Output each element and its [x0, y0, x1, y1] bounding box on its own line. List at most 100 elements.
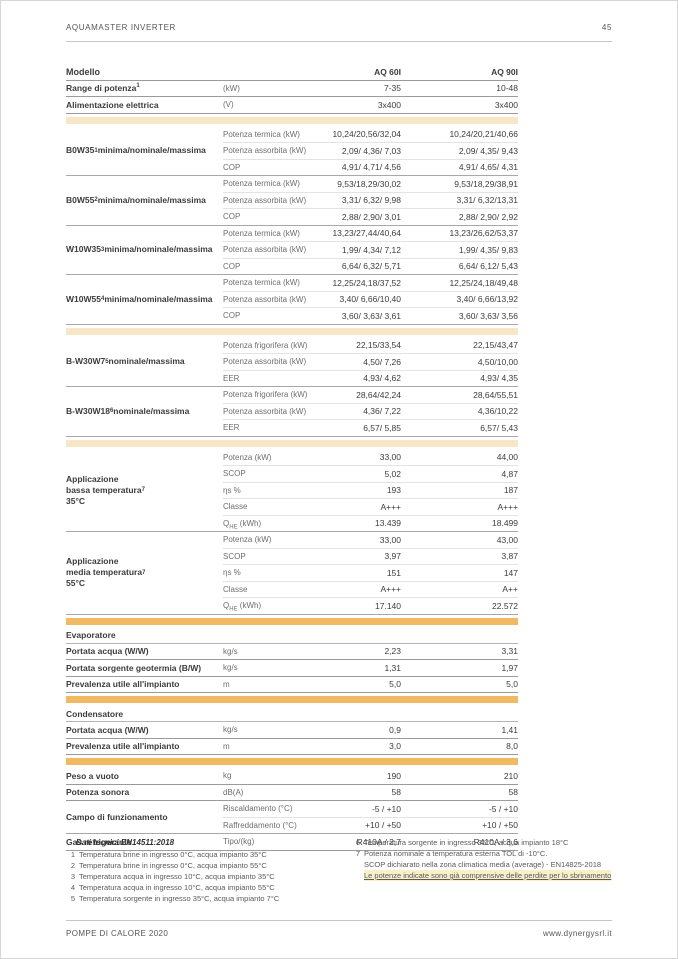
spec-value-aq90i: 147 [503, 567, 518, 578]
footnote-number: 3 [70, 872, 75, 881]
spec-group-label: Applicazione media temperatura 55°C 7 [66, 556, 146, 589]
spec-row-unit: QHE (kWh) [223, 601, 262, 613]
spec-group: Applicazione media temperatura 55°C 7 Poten… [66, 532, 518, 615]
spec-row-unit: kg/s [223, 646, 238, 656]
spec-value-aq90i: AQ 90I [491, 66, 518, 77]
spec-value-aq60i: 10,24/20,56/32,04 [332, 129, 401, 140]
spec-row: Potenza termica (kW) 10,24/20,56/32,04 10,… [223, 127, 518, 143]
spec-row: Riscaldamento (°C) -5 / +10 -5 / +10 [223, 801, 518, 818]
spec-row: Classe A+++ A+++ [223, 499, 518, 516]
spec-value-aq60i: 1,99/ 4,34/ 7,12 [341, 244, 401, 255]
spec-value-aq90i: 3,87 [501, 551, 518, 562]
spec-value-aq90i: 4,50/10,00 [477, 356, 518, 367]
spec-row-unit: m [223, 679, 230, 689]
spec-value-aq60i: 3,31/ 6,32/ 9,98 [341, 195, 401, 206]
spec-group-rows: Potenza (kW) 33,00 43,00 SCOP 3,97 3,87 ηs % 15… [223, 532, 518, 614]
spec-value-aq60i: 2,23 [384, 646, 401, 657]
footnote: SCOP dichiarato nella zona climatica med… [351, 859, 614, 870]
spec-value-aq60i: 7-35 [383, 83, 401, 94]
spec-row: Potenza assorbita (kW) 3,31/ 6,32/ 9,98 3,… [223, 193, 518, 209]
spec-row-unit: Potenza assorbita (kW) [223, 195, 307, 205]
spec-row: COP 3,60/ 3,63/ 3,61 3,60/ 3,63/ 3,56 [223, 308, 518, 324]
spec-value-aq60i: 0,9 [389, 724, 401, 735]
footnote-text: Temperatura acqua in ingresso 10°C, acqu… [79, 872, 275, 881]
spec-row: Potenza termica (kW) 12,25/24,18/37,52 12,… [223, 275, 518, 292]
spec-value-aq60i: 17.140 [375, 600, 401, 611]
spec-group-label: B-W30W18 6 nominale/massima [66, 405, 190, 416]
spec-group-rows: Potenza termica (kW) 9,53/18,29/30,02 9,53… [223, 176, 518, 225]
spec-group-rows: Potenza frigorifera (kW) 22,15/33,54 22,15… [223, 338, 518, 387]
footnote-text: Temperatura sorgente in ingresso 35°C, a… [79, 894, 280, 903]
spec-row-label: Gas refrigerante [66, 836, 132, 847]
spec-group: B0W35 1 minima/nominale/massima Potenza te… [66, 127, 518, 176]
website-link[interactable]: www.dynergysrl.it [542, 929, 612, 938]
spec-row: Gas refrigerante Tipo/(kg) R410A / 2,7 R410… [66, 834, 518, 851]
page-number: 45 [601, 23, 612, 32]
spec-row: Potenza assorbita (kW) 3,40/ 6,66/10,40 3,… [223, 292, 518, 308]
spec-group-label: Campo di funzionamento [66, 811, 168, 822]
spec-value-aq60i: 4,50/ 7,26 [363, 356, 401, 367]
spec-row-unit: SCOP [223, 469, 246, 479]
spec-group: Campo di funzionamento Riscaldamento (°C)… [66, 801, 518, 834]
spec-value-aq90i: R410A / 3,6 [473, 836, 518, 847]
spec-value-aq90i: 2,88/ 2,90/ 2,92 [458, 211, 518, 222]
spec-group-rows: Potenza termica (kW) 13,23/27,44/40,64 13,… [223, 226, 518, 275]
footnote-number: 4 [70, 883, 75, 892]
spec-group: W10W55 4 minima/nominale/massima Potenza t… [66, 275, 518, 325]
spec-row: Prevalenza utile all'impianto m 5,0 5,0 [66, 677, 518, 693]
spec-row-unit: Potenza assorbita (kW) [223, 357, 307, 367]
section-header-label: Evaporatore [66, 630, 116, 640]
spec-row: Potenza assorbita (kW) 2,09/ 4,36/ 7,03 2,… [223, 143, 518, 160]
spec-row-unit: Potenza (kW) [223, 535, 272, 545]
spec-row: Prevalenza utile all'impianto m 3,0 8,0 [66, 739, 518, 755]
spec-row: QHE (kWh) 13.439 18.499 [223, 516, 518, 532]
spec-row-unit: dB(A) [223, 787, 244, 797]
footnotes-left-list: 1 Temperatura brine in ingresso 0°C, acqu… [66, 849, 351, 904]
spec-value-aq90i: 43,00 [496, 534, 518, 545]
spec-group-rows: Potenza frigorifera (kW) 28,64/42,24 28,64… [223, 387, 518, 436]
spec-value-aq60i: 58 [391, 787, 401, 798]
spec-row-unit: Potenza termica (kW) [223, 278, 300, 288]
spec-value-aq60i: +10 / +50 [365, 820, 401, 831]
spec-value-aq60i: 3,0 [389, 741, 401, 752]
spec-value-aq60i: 3,40/ 6,66/10,40 [339, 294, 401, 305]
spec-row: Potenza assorbita (kW) 4,50/ 7,26 4,50/10,… [223, 354, 518, 371]
spec-row: Peso a vuoto kg 190 210 [66, 768, 518, 785]
spec-row-unit: EER [223, 373, 240, 383]
spec-row-unit: Potenza frigorifera (kW) [223, 390, 308, 400]
spec-group-rows: Potenza termica (kW) 10,24/20,56/32,04 10,… [223, 127, 518, 176]
spec-value-aq60i: 1,31 [384, 662, 401, 673]
section-divider-band [66, 116, 518, 124]
spec-row-unit: COP [223, 261, 241, 271]
spec-row-unit: Classe [223, 584, 248, 594]
spec-row: SCOP 5,02 4,87 [223, 466, 518, 483]
spec-row-unit: Potenza assorbita (kW) [223, 406, 307, 416]
spec-row: ηs % 193 187 [223, 483, 518, 499]
footnote-number: 2 [70, 861, 75, 870]
spec-value-aq90i: 22,15/43,47 [473, 340, 518, 351]
spec-value-aq90i: 4,87 [501, 468, 518, 479]
spec-group-label: B0W55 2 minima/nominale/massima [66, 194, 206, 205]
spec-row-unit: Raffreddamento (°C) [223, 820, 297, 830]
spec-group: B0W55 2 minima/nominale/massima Potenza te… [66, 176, 518, 226]
spec-value-aq90i: -5 / +10 [488, 803, 518, 814]
spec-value-aq90i: 3x400 [494, 99, 518, 110]
footnote-text: Temperatura brine in ingresso 0°C, acqua… [79, 861, 267, 870]
footnote: 7 Potenza nominale a temperatura esterna … [351, 848, 614, 859]
spec-row-unit: ηs % [223, 568, 241, 578]
footnote: 5 Temperatura sorgente in ingresso 35°C, … [66, 893, 351, 904]
spec-row: Potenza (kW) 33,00 44,00 [223, 450, 518, 466]
spec-value-aq90i: 18.499 [492, 518, 518, 529]
spec-row: Raffreddamento (°C) +10 / +50 +10 / +50 [223, 818, 518, 834]
spec-value-aq90i: +10 / +50 [482, 820, 518, 831]
spec-group: W10W35 3 minima/nominale/massima Potenza t… [66, 226, 518, 275]
spec-row-unit: Classe [223, 502, 248, 512]
spec-row-unit: COP [223, 162, 241, 172]
spec-value-aq90i: 8,0 [506, 741, 518, 752]
spec-row: EER 4,93/ 4,62 4,93/ 4,35 [223, 371, 518, 387]
spec-row-unit: (V) [223, 100, 234, 110]
spec-value-aq60i: -5 / +10 [371, 803, 401, 814]
footnote-text: Le potenze indicate sono già comprensive… [364, 870, 612, 881]
spec-row-unit: Potenza assorbita (kW) [223, 294, 307, 304]
spec-row-unit: Potenza assorbita (kW) [223, 245, 307, 255]
